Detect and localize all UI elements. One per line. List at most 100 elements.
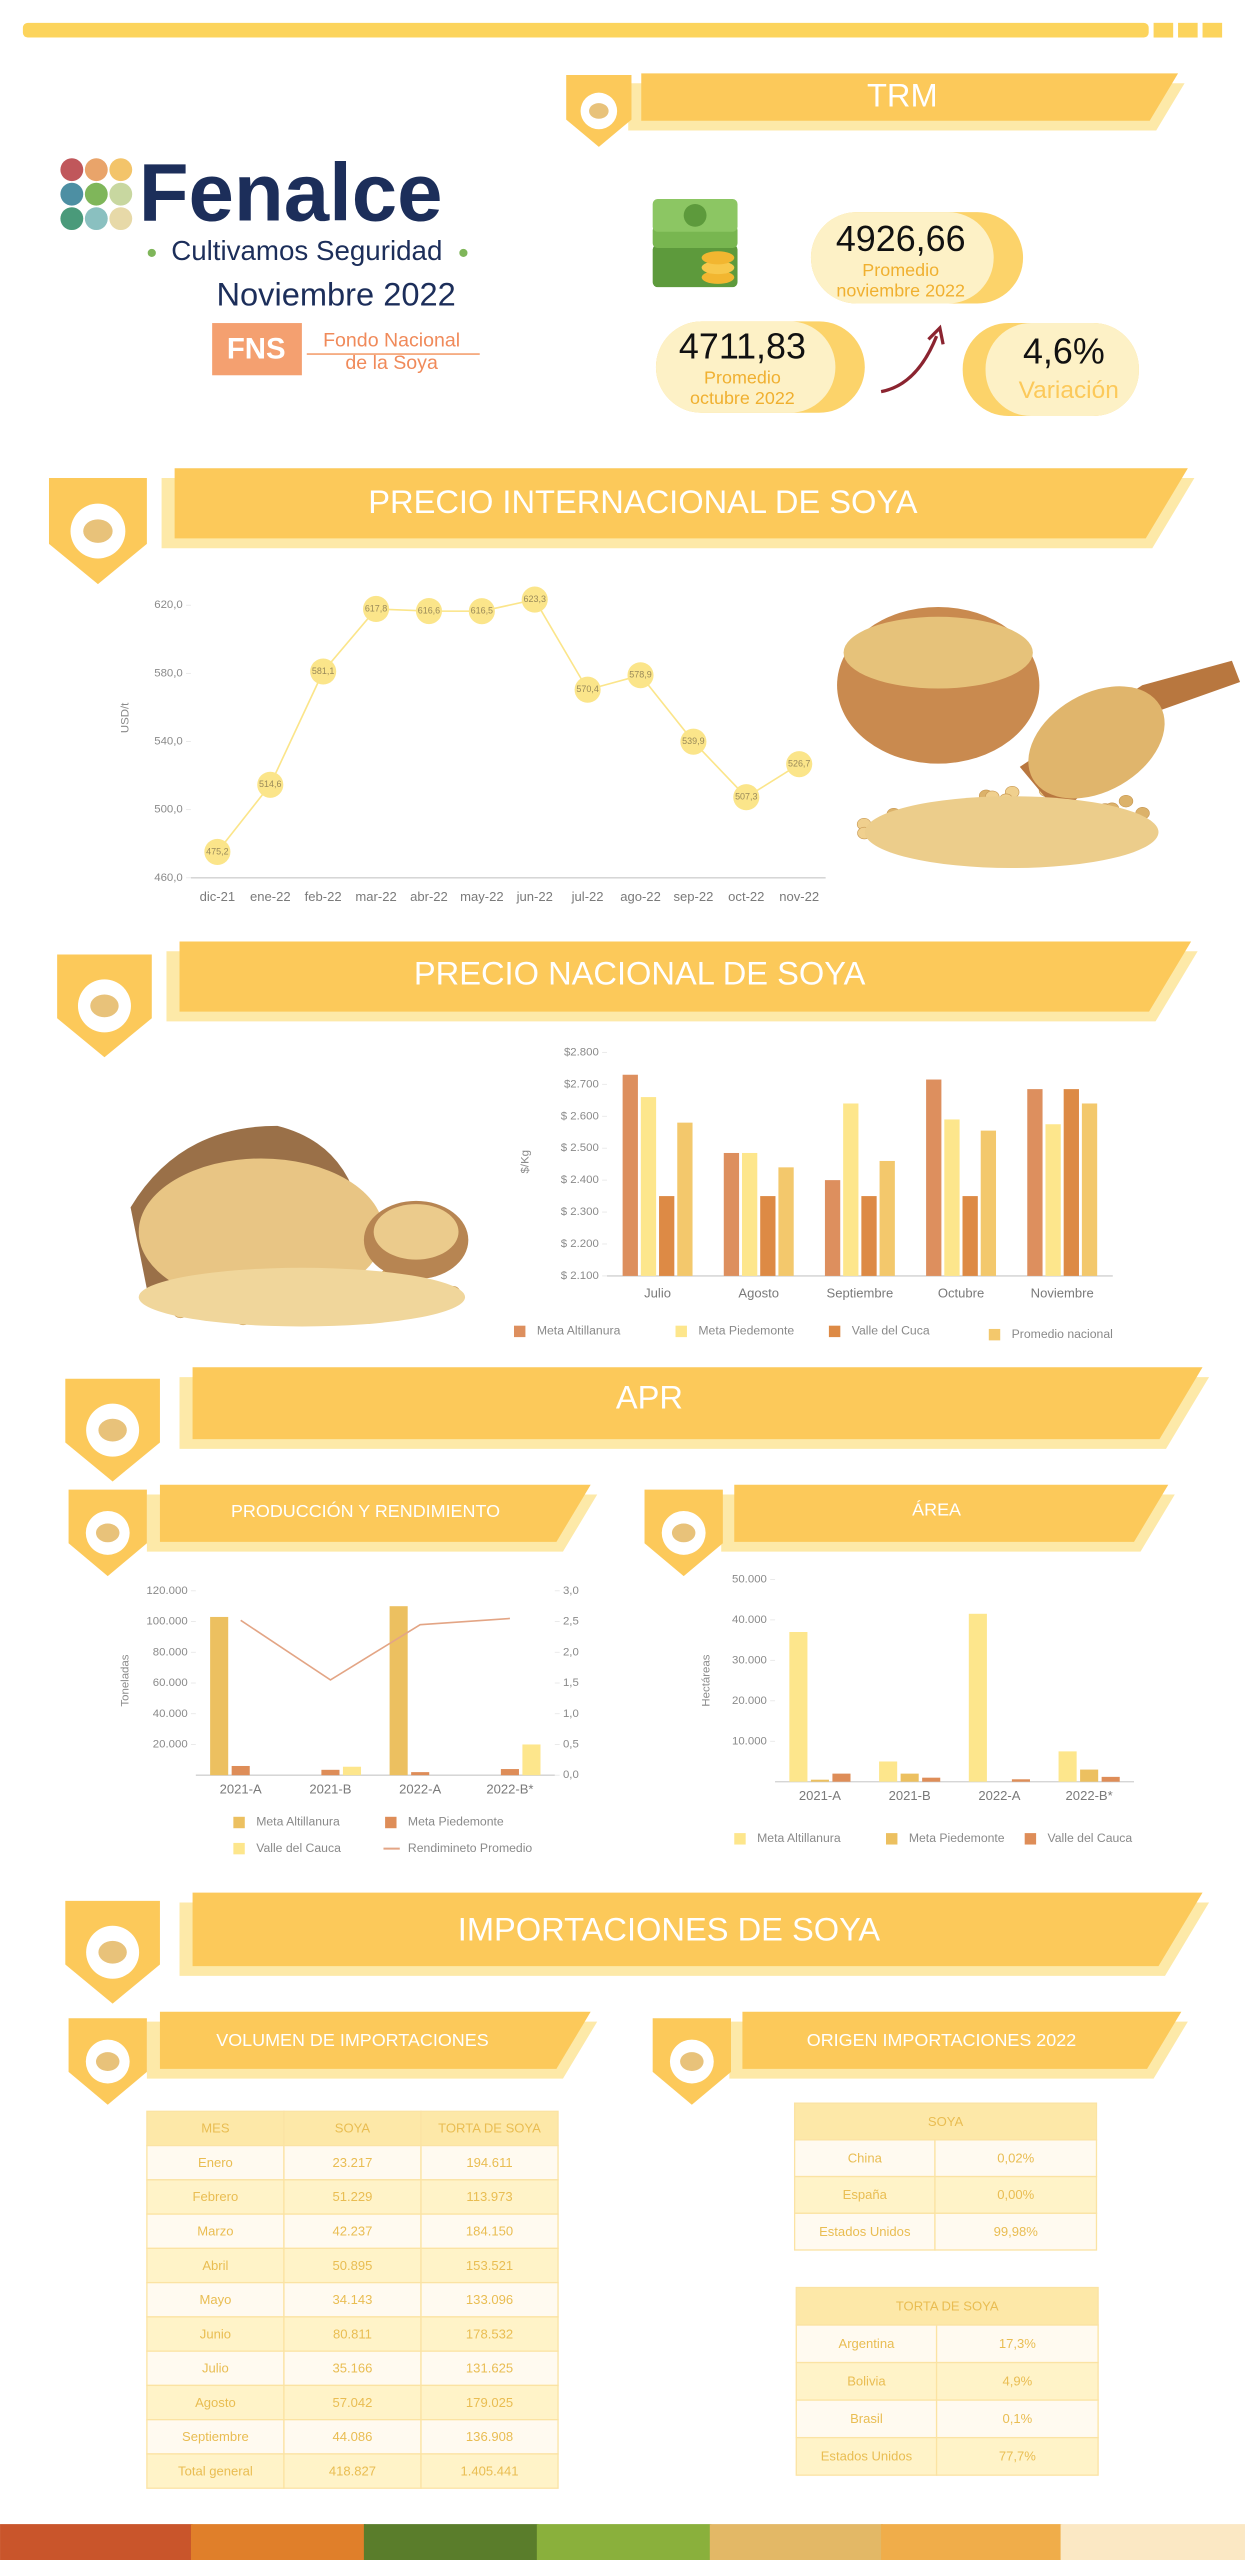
- table-cell: [283, 2110, 422, 2147]
- point: [627, 662, 654, 689]
- y-tick-label: $ 2.300: [561, 1206, 599, 1218]
- x-tick-label: mar-22: [355, 889, 396, 904]
- table-text: TORTA DE SOYA: [896, 2299, 999, 2314]
- y-tick-label: $2.700: [564, 1078, 599, 1090]
- y-tick-label: 40.000: [732, 1614, 767, 1626]
- y-tick-label: 60.000: [153, 1677, 188, 1689]
- table-text: TORTA DE SOYA: [438, 2121, 541, 2136]
- y-tick-label: 0,5: [563, 1738, 579, 1750]
- table-cell: [934, 2139, 1098, 2178]
- x-tick-label: sep-22: [673, 889, 713, 904]
- table-cell: [283, 2213, 422, 2250]
- y-tick-label: 100.000: [146, 1616, 187, 1628]
- bar: [926, 1079, 942, 1276]
- table-cell: [283, 2419, 422, 2455]
- x-tick-label: ene-22: [250, 889, 291, 904]
- bar: [778, 1167, 794, 1276]
- data-label: 526,7: [788, 759, 810, 769]
- data-label: 617,8: [365, 603, 387, 613]
- table-cell: [146, 2384, 285, 2421]
- bullet: [459, 248, 468, 257]
- y-tick-label: 20.000: [732, 1695, 767, 1707]
- icon-bean: [95, 1523, 120, 1543]
- bar: [723, 1152, 740, 1276]
- banner: [192, 1367, 1203, 1440]
- top-block: [1153, 22, 1174, 38]
- x-tick-label: may-22: [460, 889, 504, 904]
- table-text: 50.895: [333, 2258, 373, 2273]
- bar: [810, 1779, 829, 1782]
- y-axis-title: $/Kg: [519, 1150, 531, 1173]
- y-axis-title: Hectáreas: [701, 1654, 713, 1706]
- banner: [734, 1484, 1169, 1542]
- table-text: 0,02%: [997, 2150, 1034, 2165]
- y-tick-label: 500,0: [154, 804, 183, 816]
- table-text: Febrero: [193, 2189, 239, 2204]
- table-cell: [420, 2453, 559, 2489]
- bar: [900, 1773, 919, 1782]
- table-text: 194.611: [466, 2155, 512, 2170]
- table-cell: [146, 2316, 285, 2352]
- trm-title: TRM: [867, 77, 938, 114]
- y-tick-label: 80.000: [153, 1646, 188, 1658]
- trm-previous-label: Promedio octubre 2022: [690, 367, 795, 408]
- bar: [522, 1744, 541, 1776]
- bar: [741, 1152, 758, 1276]
- legend-swatch: [233, 1816, 245, 1829]
- table-cell: [795, 2324, 938, 2364]
- subsection-title: ORIGEN IMPORTACIONES 2022: [807, 2030, 1076, 2050]
- banner: [742, 2011, 1182, 2069]
- legend-label: Promedio nacional: [1012, 1327, 1113, 1341]
- bar: [411, 1772, 430, 1776]
- table-text: 34.143: [333, 2292, 373, 2307]
- table-text: Enero: [198, 2155, 233, 2170]
- table-text: 136.908: [466, 2429, 513, 2444]
- x-tick-label: 2022-A: [399, 1781, 441, 1796]
- table-text: China: [848, 2150, 883, 2165]
- x-tick-label: 2022-A: [978, 1788, 1020, 1803]
- legend-swatch: [734, 1833, 746, 1845]
- y-axis-title: Toneladas: [120, 1654, 132, 1706]
- table-cell: [420, 2179, 559, 2215]
- bar: [861, 1196, 877, 1276]
- y-tick-label: 580,0: [154, 667, 183, 679]
- table-text: Marzo: [197, 2223, 233, 2238]
- data-label: 581,1: [312, 666, 334, 676]
- table-cell: [934, 2175, 1098, 2214]
- icon-bean: [98, 1418, 127, 1442]
- bar: [843, 1103, 859, 1276]
- x-tick-label: oct-22: [728, 889, 764, 904]
- point: [363, 595, 390, 623]
- table-cell: [146, 2350, 285, 2387]
- fns-box: [212, 323, 302, 376]
- bar: [1063, 1089, 1079, 1276]
- bar: [622, 1074, 638, 1276]
- y-tick-label: $2.800: [564, 1046, 599, 1058]
- point: [733, 784, 760, 811]
- legend-label: Meta Altillanura: [256, 1815, 340, 1829]
- bar: [1080, 1769, 1099, 1782]
- bar: [210, 1616, 229, 1776]
- point: [415, 597, 443, 625]
- x-tick-label: dic-21: [200, 889, 236, 904]
- icon-bean: [671, 1523, 696, 1543]
- table-text: 42.237: [333, 2223, 373, 2238]
- table-text: SOYA: [335, 2121, 371, 2136]
- x-tick-label: 2021-B: [309, 1781, 351, 1796]
- bar: [500, 1769, 519, 1776]
- legend-swatch: [385, 1816, 397, 1829]
- data-label: 570,4: [576, 684, 598, 694]
- banner: [159, 1484, 591, 1542]
- bar: [962, 1196, 978, 1276]
- point: [257, 771, 284, 798]
- point: [680, 728, 707, 755]
- icon-bean: [98, 1940, 127, 1964]
- table-cell: [283, 2144, 422, 2181]
- logo-mark: [60, 158, 133, 231]
- y-tick-label: 20.000: [153, 1738, 188, 1750]
- bar: [677, 1122, 693, 1276]
- y-tick-label: 460,0: [154, 872, 183, 884]
- y-tick-label: 1,5: [563, 1677, 579, 1689]
- table-cell: [420, 2110, 559, 2147]
